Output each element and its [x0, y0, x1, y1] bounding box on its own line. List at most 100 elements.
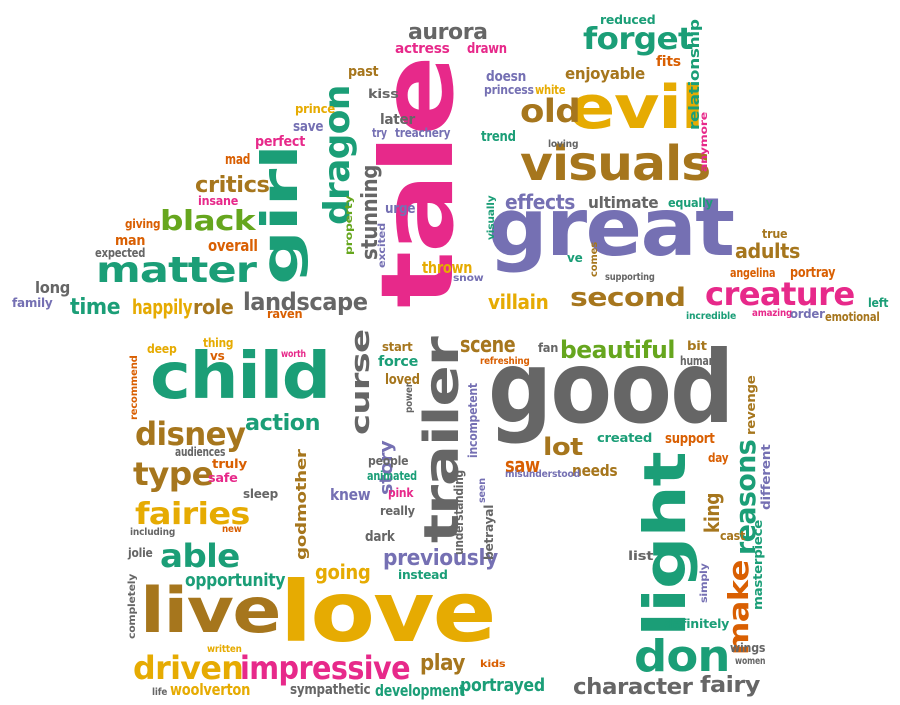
cloud-word: evil [568, 73, 705, 143]
cloud-word: effects [505, 190, 576, 214]
cloud-word: later [380, 112, 415, 128]
cloud-word: refreshing [480, 356, 530, 367]
cloud-word: curse [346, 329, 376, 435]
cloud-word: property [344, 195, 355, 255]
cloud-word: adults [735, 239, 800, 263]
cloud-word: matter [96, 250, 257, 291]
cloud-word: really [380, 504, 415, 518]
cloud-word: loved [385, 372, 420, 388]
cloud-word: live [140, 574, 282, 647]
cloud-word: king [700, 492, 724, 533]
cloud-word: audiences [175, 445, 226, 459]
cloud-word: dark [365, 529, 395, 545]
cloud-word: knew [330, 485, 371, 504]
cloud-word: visuals [520, 136, 711, 192]
cloud-word: incredible [686, 311, 737, 322]
cloud-word: able [160, 537, 240, 575]
cloud-word: prince [295, 102, 336, 116]
cloud-word: driven [133, 649, 244, 687]
cloud-word: previously [383, 546, 498, 571]
cloud-word: truly [212, 457, 247, 471]
cloud-word: fairies [135, 497, 250, 532]
cloud-word: lot [543, 433, 583, 461]
cloud-word: written [207, 644, 242, 655]
cloud-word: treachery [395, 126, 451, 140]
cloud-word: sleep [243, 487, 278, 501]
cloud-word: definitely [664, 617, 730, 631]
cloud-word: great [488, 181, 735, 274]
cloud-word: true [762, 227, 788, 241]
cloud-word: trend [481, 129, 516, 145]
cloud-word: snow [453, 273, 484, 284]
cloud-word: visually [486, 195, 497, 240]
cloud-word: role [193, 295, 234, 319]
cloud-word: force [378, 354, 419, 370]
cloud-word: going [315, 560, 371, 584]
cloud-word: fairy [700, 673, 760, 698]
cloud-word: portrayed [460, 675, 545, 696]
cloud-word: people [368, 454, 409, 468]
cloud-word: don [634, 631, 730, 682]
cloud-word: drawn [467, 41, 507, 57]
cloud-word: ve [567, 251, 583, 265]
cloud-word: bit [687, 339, 707, 353]
cloud-word: day [708, 451, 729, 465]
cloud-word: women [735, 656, 766, 667]
cloud-word: development [375, 681, 465, 700]
cloud-word: second [570, 283, 686, 313]
cloud-word: kiss [368, 87, 399, 101]
cloud-word: cast [720, 529, 746, 543]
cloud-word: light [631, 452, 699, 637]
cloud-word: new [222, 524, 242, 535]
cloud-word: raven [267, 307, 303, 321]
cloud-word: ultimate [588, 193, 659, 212]
cloud-word: deep [147, 342, 177, 356]
cloud-word: wings [730, 641, 766, 655]
cloud-word: doesn [486, 69, 527, 85]
cloud-word: power [404, 383, 415, 413]
cloud-word: comes [589, 242, 600, 277]
cloud-word: time [70, 295, 121, 320]
cloud-word: amazing [752, 308, 793, 319]
cloud-word: insane [198, 194, 239, 208]
cloud-word: different [759, 444, 773, 510]
cloud-word: simply [699, 563, 710, 603]
cloud-word: long [35, 278, 71, 297]
cloud-word: type [133, 455, 214, 493]
cloud-word: including [130, 527, 176, 538]
cloud-word: thing [203, 336, 234, 350]
cloud-word: opportunity [185, 570, 286, 591]
cloud-word: black [160, 204, 256, 237]
cloud-word: portray [790, 265, 836, 281]
cloud-word: vs [210, 349, 225, 363]
cloud-word: pink [388, 486, 414, 500]
cloud-word: animated [367, 469, 417, 483]
cloud-word: equally [668, 196, 713, 210]
cloud-word: fan [538, 341, 559, 355]
cloud-word: landscape [243, 288, 368, 316]
cloud-word: fits [656, 54, 681, 70]
cloud-word: disney [135, 415, 246, 453]
cloud-word: supporting [605, 272, 655, 283]
cloud-word: sympathetic [290, 682, 371, 698]
cloud-word: masterpiece [751, 520, 765, 610]
cloud-word: list [628, 549, 654, 563]
cloud-word: completely [127, 573, 138, 639]
cloud-word: urge [385, 201, 416, 217]
cloud-word: order [790, 307, 825, 321]
cloud-word: human [680, 354, 716, 368]
cloud-word: save [293, 119, 324, 135]
cloud-word: expected [95, 246, 146, 260]
cloud-word: left [868, 296, 889, 310]
cloud-word: enjoyable [565, 64, 645, 83]
cloud-word: man [115, 233, 146, 249]
cloud-word: play [420, 651, 466, 676]
cloud-word: critics [195, 173, 270, 198]
cloud-word: impressive [240, 649, 411, 687]
cloud-word: misunderstood [505, 469, 580, 480]
cloud-word: start [382, 340, 413, 354]
cloud-word: excited [377, 223, 388, 268]
cloud-word: overall [208, 236, 258, 255]
cloud-word: incompetent [466, 383, 480, 458]
